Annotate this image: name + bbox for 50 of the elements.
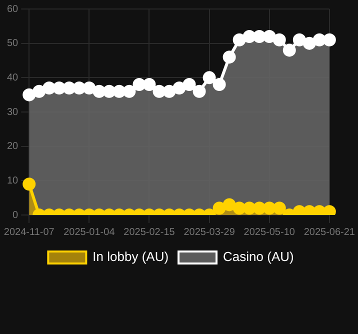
y-tick-label: 40 (7, 72, 19, 84)
point (112, 84, 126, 98)
point (62, 81, 76, 94)
y-tick-label: 60 (7, 4, 19, 15)
legend-label: Casino (AU) (223, 249, 294, 264)
y-tick-label: 0 (12, 210, 19, 221)
point (152, 84, 166, 98)
point (312, 205, 326, 215)
x-tick-label: 2024-11-07 (4, 226, 55, 238)
point (132, 78, 146, 92)
point (52, 81, 66, 94)
legend-label: In lobby (AU) (92, 249, 169, 264)
point (322, 33, 336, 46)
point (142, 78, 156, 92)
point (302, 205, 316, 215)
point (42, 81, 56, 94)
point (302, 36, 316, 50)
x-tick-label: 2025-01-04 (64, 226, 116, 238)
point (162, 84, 176, 98)
point (272, 33, 286, 46)
y-tick-label: 20 (7, 141, 19, 152)
point (242, 30, 256, 43)
point (292, 33, 306, 46)
point (222, 50, 236, 64)
y-tick-label: 50 (7, 38, 19, 50)
x-tick-label: 2025-06-21 (304, 226, 356, 238)
point (32, 84, 46, 98)
y-tick-label: 30 (7, 106, 19, 118)
point (172, 81, 186, 94)
point (72, 81, 86, 94)
point (322, 205, 336, 215)
point (192, 84, 206, 98)
point (312, 33, 326, 46)
point (102, 84, 116, 98)
x-tick-label: 2025-05-10 (244, 226, 296, 238)
point (182, 78, 196, 92)
x-tick-label: 2025-02-15 (124, 226, 176, 238)
point (262, 30, 276, 43)
point (202, 71, 216, 84)
point (252, 30, 266, 43)
point (92, 84, 106, 98)
point (292, 205, 306, 215)
y-tick-label: 10 (7, 175, 19, 186)
point (122, 84, 136, 98)
point (282, 44, 296, 57)
x-tick-label: 2025-03-29 (184, 226, 236, 238)
point (232, 33, 246, 46)
point (82, 81, 96, 94)
point (212, 78, 226, 92)
point (22, 88, 36, 102)
